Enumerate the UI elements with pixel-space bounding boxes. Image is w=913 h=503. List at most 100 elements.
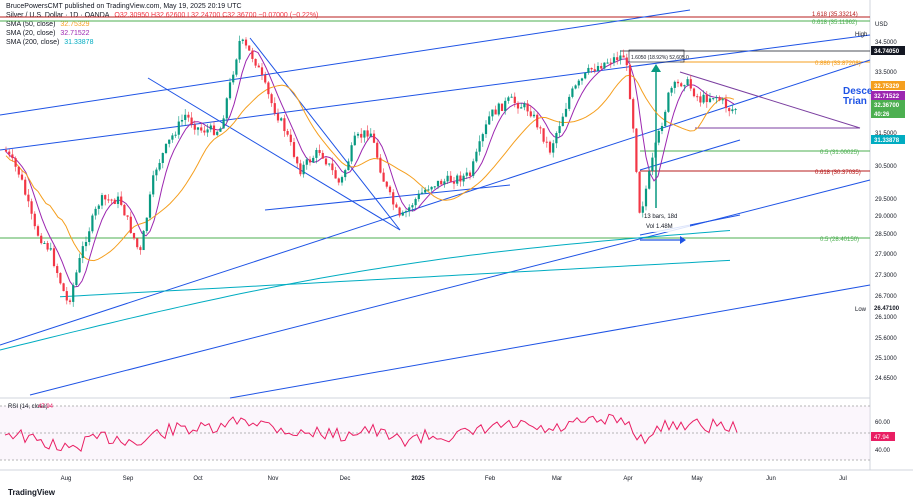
candle-body (8, 151, 11, 155)
sma200-label: SMA (200, close) (6, 39, 60, 46)
time-tick: Dec (340, 476, 351, 482)
price-tick: 29.5000 (875, 197, 897, 203)
candle-body (78, 258, 81, 273)
candle-body (536, 114, 539, 128)
candle-body (312, 157, 315, 163)
candle-body (324, 158, 328, 165)
price-label-tag (871, 135, 905, 144)
candle-body (292, 142, 296, 157)
candle-body (731, 109, 734, 112)
candle-body (568, 96, 571, 109)
candle-body (209, 125, 212, 130)
candle-body (734, 109, 737, 111)
price-tick: 26.1000 (875, 315, 897, 321)
candle-body (356, 133, 360, 136)
candle-body (632, 99, 635, 129)
candle-body (420, 192, 424, 194)
candle-body (686, 79, 689, 86)
candle-body (65, 291, 68, 301)
rsi-value-tag (871, 432, 895, 441)
candle-body (318, 150, 321, 153)
candle-body (200, 127, 203, 131)
candle-body (139, 247, 142, 251)
candle-body (478, 141, 481, 152)
candle-body (264, 74, 267, 83)
candle-body (385, 181, 388, 187)
candle-body (196, 127, 200, 130)
candle-body (641, 206, 644, 213)
sma200-legend[interactable]: SMA (200, close) 31.33878 (6, 39, 96, 46)
sma20-legend[interactable]: SMA (20, close) 32.71522 (6, 30, 93, 37)
candle-body (132, 233, 136, 239)
candle-body (360, 133, 363, 138)
candle-body (548, 141, 552, 153)
candle-body (148, 194, 152, 218)
sma200-value: 31.33878 (64, 39, 94, 46)
candle-body (619, 55, 622, 61)
rsi-value-label: 47.94 (874, 435, 890, 441)
candle-body (571, 88, 574, 97)
candle-body (123, 204, 126, 216)
sma50-legend[interactable]: SMA (50, close) 32.75329 (6, 21, 93, 28)
candle-body (616, 57, 619, 61)
candle-body (97, 205, 100, 209)
candle-body (587, 67, 590, 73)
candle-body (484, 124, 488, 135)
rsi-tick-40: 40.00 (875, 448, 891, 454)
candle-body (395, 204, 398, 208)
candle-body (270, 94, 273, 104)
candle-body (299, 163, 302, 175)
time-tick: May (691, 476, 702, 482)
price-labels: 34.74050 32.75329 32.71522 32.36700 40:26 31.… (871, 46, 905, 312)
candle-body (75, 272, 78, 286)
candle-body (203, 130, 206, 133)
candle-body (129, 216, 132, 234)
candle-body (248, 45, 251, 51)
triangle-label: Trian (843, 96, 867, 107)
candle-body (430, 186, 433, 190)
candle-body (481, 134, 484, 142)
candle-body (510, 96, 513, 98)
time-tick: Nov (268, 476, 279, 482)
candle-body (379, 157, 382, 173)
time-axis[interactable]: Aug Sep Oct Nov Dec 2025 Feb Mar Apr May Jun Jul (61, 476, 847, 482)
candle-body (33, 213, 36, 227)
candle-body (193, 124, 196, 130)
candle-body (24, 179, 27, 195)
tradingview-logo[interactable]: TradingView (8, 488, 55, 497)
price-tick: 25.1000 (875, 356, 897, 362)
fib-0618-label: 0.618 (30.37035) (815, 170, 861, 176)
candle-body (190, 117, 193, 125)
candle-body (724, 99, 728, 109)
candle-body (84, 242, 88, 247)
price-axis[interactable]: 34.5000 33.5000 31.5000 30.5000 29.5000 29.00… (875, 40, 897, 382)
candle-body (504, 100, 507, 111)
candle-body (651, 157, 654, 172)
price-label-text: 34.74050 (874, 49, 900, 55)
candle-body (472, 161, 475, 176)
candle-body (225, 98, 228, 119)
price-label-text: 32.71522 (874, 94, 900, 100)
candle-body (14, 158, 17, 167)
candle-body (545, 141, 548, 143)
candle-body (174, 134, 177, 136)
candle-body (638, 171, 641, 213)
candle-body (334, 170, 337, 179)
candle-body (222, 118, 225, 129)
candle-body (17, 166, 20, 175)
candle-body (411, 205, 414, 208)
triangle-upper-line (679, 71, 861, 129)
candle-body (286, 131, 289, 135)
candle-body (30, 201, 33, 214)
candle-body (36, 226, 40, 236)
candle-body (331, 163, 334, 171)
candle-body (366, 130, 369, 137)
candle-body (456, 175, 459, 184)
price-label-tag (871, 100, 905, 109)
candle-body (673, 81, 676, 88)
candle-body (353, 135, 356, 146)
candle-body (680, 83, 683, 87)
candle-body (340, 177, 344, 183)
candle-body (664, 111, 667, 127)
